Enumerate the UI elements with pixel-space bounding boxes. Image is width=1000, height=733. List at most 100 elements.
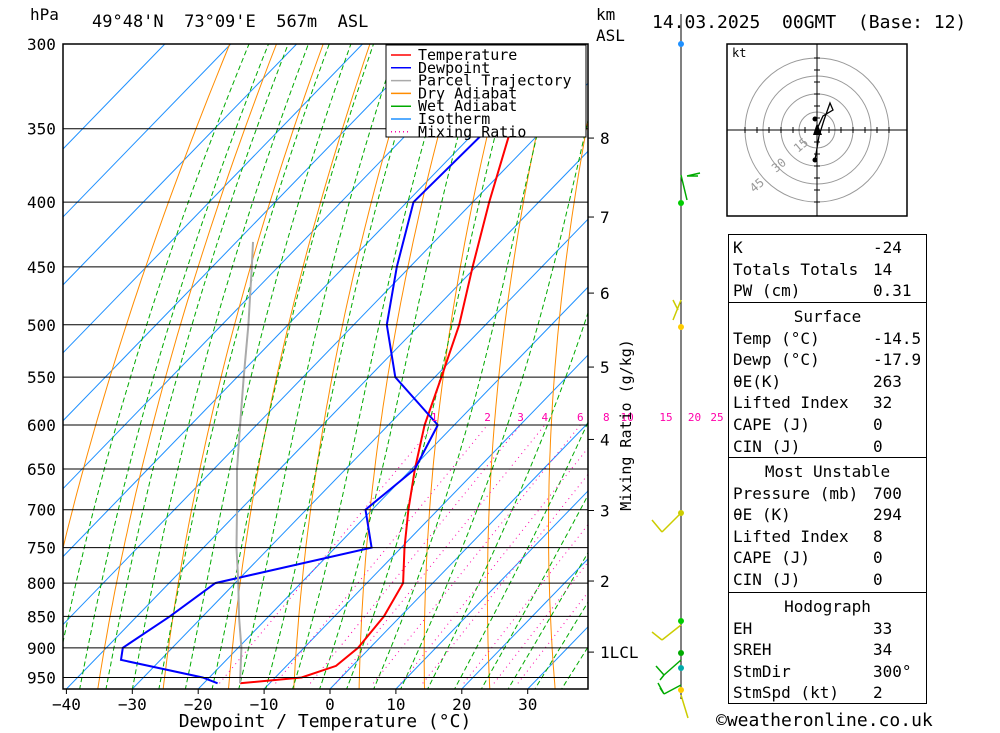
index-row-pw: PW (cm) 0.31 — [733, 281, 912, 301]
mixing-ratio-line — [275, 424, 488, 684]
legend-label: Dry Adiabat — [418, 84, 517, 102]
isotherm-line — [461, 558, 588, 689]
dry-adiabat-line — [486, 44, 558, 689]
x-tick-label: 10 — [386, 695, 405, 714]
index-row-totals: Totals Totals 14 — [733, 259, 893, 279]
surface-row: Lifted Index 32 — [733, 393, 893, 413]
wind-barb — [651, 624, 682, 641]
pressure-tick-label: 950 — [27, 669, 56, 688]
wind-level-dot — [678, 650, 684, 656]
hodograph-point — [812, 116, 818, 122]
pressure-tick-label: 700 — [27, 501, 56, 520]
mixing-ratio-axis-title: Mixing Ratio (g/kg) — [617, 339, 635, 511]
wind-barb — [672, 299, 682, 321]
isotherm-line — [63, 44, 363, 354]
hodograph-row: StmSpd (kt) 2 — [733, 683, 883, 703]
mixing-ratio-label: 6 — [577, 411, 584, 424]
pressure-tick-label: 800 — [27, 574, 56, 593]
surface-table: Surface Temp (°C) -14.5 Dewp (°C) -17.9 θE… — [728, 302, 927, 458]
hodograph-row: StmDir 300° — [733, 661, 912, 681]
dry-adiabat-line — [227, 44, 371, 689]
mixing-ratio-line — [422, 473, 588, 684]
mixing-ratio-label: 3 — [517, 411, 524, 424]
most-unstable-table: Most Unstable Pressure (mb) 700 θE (K) 294… — [728, 457, 927, 593]
surface-row: θE(K) 263 — [733, 371, 902, 391]
x-tick-label: −10 — [250, 695, 279, 714]
pressure-tick-label: 450 — [27, 258, 56, 277]
index-row-k: K -24 — [733, 238, 902, 257]
series-dewpoint-line — [119, 44, 512, 685]
height-tick-label: 4 — [600, 430, 610, 449]
wind-level-dot — [678, 41, 684, 47]
wet-adiabat-line — [507, 551, 588, 689]
x-tick-label: −20 — [184, 695, 213, 714]
wind-level-dot — [678, 687, 684, 693]
dry-adiabat-line — [293, 44, 418, 689]
mixing-ratio-label: 10 — [620, 411, 633, 424]
pressure-tick-label: 550 — [27, 368, 56, 387]
isotherm-line — [395, 490, 588, 689]
plot-frame — [62, 43, 589, 690]
height-tick-label: 2 — [600, 572, 610, 591]
series-parcel-trajectory-line — [235, 241, 254, 684]
mixing-ratio-line — [400, 447, 588, 684]
skewt-diagram: 1 2 3 4 6 8 10 15 20 2530035040045050055060065070… — [27, 14, 727, 732]
most-unstable-title: Most Unstable — [764, 462, 891, 481]
dry-adiabat-line — [162, 44, 324, 689]
isotherm-line — [63, 44, 429, 422]
most-unstable-row: CIN (J) 0 — [733, 569, 883, 589]
series-temperature-line — [239, 44, 539, 685]
location-label: 49°48'N 73°09'E 567m ASL — [92, 12, 369, 32]
x-tick-label: 30 — [518, 695, 537, 714]
x-axis-title: Dewpoint / Temperature (°C) — [179, 711, 472, 732]
isotherm-line — [63, 44, 166, 150]
mixing-ratio-label: 8 — [603, 411, 610, 424]
mixing-ratio-line — [309, 424, 521, 684]
x-tick-label: 0 — [325, 695, 335, 714]
mixing-ratio-line — [219, 424, 435, 684]
legend-label: Parcel Trajectory — [418, 72, 572, 90]
pressure-tick-label: 350 — [27, 120, 56, 139]
height-unit-bottom: ASL — [596, 26, 625, 45]
hodograph-unit: kt — [732, 46, 746, 60]
legend-label: Wet Adiabat — [418, 97, 517, 115]
legend-label: Isotherm — [418, 110, 490, 128]
legend-label: Dewpoint — [418, 59, 490, 77]
hodograph-row: SREH 34 — [733, 640, 893, 660]
legend-label: Temperature — [418, 46, 517, 64]
surface-row: CIN (J) 0 — [733, 436, 883, 456]
isotherm-line — [660, 44, 727, 689]
pressure-tick-label: 750 — [27, 539, 56, 558]
pressure-tick-label: 650 — [27, 460, 56, 479]
mixing-ratio-line — [335, 424, 546, 684]
surface-row: CAPE (J) 0 — [733, 414, 883, 434]
wet-adiabat-line — [480, 494, 588, 689]
isotherm-line — [63, 44, 561, 558]
x-tick-label: 20 — [452, 695, 471, 714]
wind-level-dot — [678, 200, 684, 206]
isotherm-line — [329, 422, 588, 689]
pressure-unit-label: hPa — [30, 5, 59, 24]
wind-barb — [651, 512, 682, 533]
pressure-tick-label: 500 — [27, 316, 56, 335]
datetime-label: 14.03.2025 00GMT (Base: 12) — [652, 12, 967, 33]
height-tick-label: 7 — [600, 208, 610, 227]
pressure-tick-label: 850 — [27, 607, 56, 626]
wind-level-dot — [678, 618, 684, 624]
wind-level-dot — [678, 324, 684, 330]
isotherm-line — [263, 354, 588, 689]
mixing-ratio-label: 2 — [484, 411, 491, 424]
height-tick-label: 6 — [600, 284, 610, 303]
wet-adiabat-line — [319, 44, 484, 689]
wind-barb — [680, 172, 701, 201]
copyright-label[interactable]: ©weatheronline.co.uk — [716, 710, 933, 731]
isotherm-line — [63, 44, 495, 490]
legend-box — [385, 44, 587, 138]
height-tick-label: 8 — [600, 129, 610, 148]
height-tick-label: 3 — [600, 501, 610, 520]
surface-row: Temp (°C) -14.5 — [733, 328, 922, 348]
wet-adiabat-line — [561, 646, 588, 689]
wet-adiabat-line — [238, 44, 399, 689]
mixing-ratio-line — [493, 561, 588, 684]
